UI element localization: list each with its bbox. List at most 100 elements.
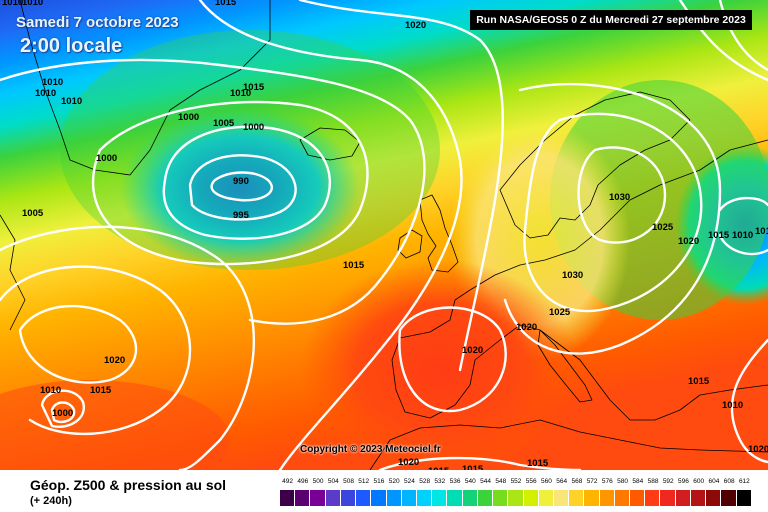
legend-swatch [310,490,326,506]
iceland-coast [299,127,361,161]
coastlines [0,0,768,470]
legend-swatch [386,490,402,506]
legend-swatch [675,490,691,506]
isobar-1020-europe [503,82,722,355]
isobar-low-990 [210,171,273,202]
isobar-label: 1010 [61,96,82,107]
isobar-low-1005 [91,100,369,266]
weather-map: 1010 1010 1020 1015 1010 1010 1010 1015 … [0,0,768,470]
isobar-label: 1005 [22,208,44,219]
isobar-label: 1015 [688,376,710,387]
isobar-low-1000 [162,125,331,240]
legend-label: 504 [327,478,339,485]
isobar-1015-sw [0,265,192,436]
run-info-box: Run NASA/GEOS5 0 Z du Mercredi 27 septem… [470,10,752,30]
isobar-label: 1010 [2,0,23,8]
legend-swatch [432,490,448,506]
map-title: Géop. Z500 & pression au sol [30,477,227,493]
isobar-label: 1025 [652,222,674,233]
italy-coast [537,329,593,403]
legend-swatch [736,490,752,506]
legend-swatch [721,490,737,506]
legend-swatch [523,490,539,506]
isobar-label: 1010 [732,230,753,241]
isobar-label: 995 [233,210,250,221]
europe-coast [391,139,768,421]
legend-label: 592 [662,478,674,485]
isobar-1015-iberia [398,306,507,413]
legend-label: 500 [312,478,324,485]
legend-swatch [538,490,554,506]
isobar-label: 1020 [462,345,483,356]
forecast-local-time: 2:00 locale [20,35,123,57]
footer: Géop. Z500 & pression au sol (+ 240h) 49… [0,470,768,512]
isobar-label: 1010 [40,385,61,396]
isobar-label: 1010 [722,400,743,411]
green-trough-shading [60,30,440,270]
isobar-label: 1030 [562,270,583,281]
legend-swatch [340,490,357,506]
isobar-label: 1015 [343,260,365,271]
legend-label: 512 [358,478,370,485]
isobar-1020-high [18,304,138,384]
legend-labels: 492 496 500 504 508 512 516 520 524 528 532 536 540 5… [280,478,752,489]
legend-label: 516 [373,478,385,485]
isobar-1020-north [298,0,504,372]
isobar-label: 1005 [213,118,235,129]
legend-swatch [371,490,387,506]
legend-label: 600 [693,478,705,485]
isobar-label: 1015 [90,385,112,396]
isobar-1015-africa [378,456,582,470]
isobar-label: 1020 [748,444,768,455]
red-ridge-shading [300,260,580,470]
legend-label: 536 [449,478,461,485]
legend-swatch [645,490,661,506]
legend-label: 548 [495,478,507,485]
legend-label: 612 [738,478,750,485]
isobar-label: 1030 [609,192,630,203]
isobar-labels: 1010 1010 1020 1015 1010 1010 1010 1015 … [2,0,768,470]
isobar-label: 1015 [527,458,549,469]
isobar-label: 1015 [428,466,450,470]
isobar-1010-sw [0,225,256,470]
legend-swatch [599,490,615,506]
isobar-1015-ne [678,0,768,82]
isobar-label: 1015 [462,464,484,470]
isobar-1010-north [0,58,426,325]
isobar-label: 1010 [22,0,43,8]
legend-swatch [569,490,585,506]
legend-swatch [356,490,372,506]
legend-label: 540 [464,478,476,485]
legend-swatch [630,490,646,506]
legend-swatch [477,490,494,506]
legend-swatch [280,490,296,506]
legend-label: 508 [343,478,354,485]
legend-swatch [614,490,631,506]
legend-label: 560 [541,478,552,485]
color-scale-legend: 492 496 500 504 508 512 516 520 524 528 532 536 540 5… [280,478,752,510]
isobar-label: 1000 [52,408,73,419]
legend-label: 604 [708,478,720,485]
isobar-label: 1010 [35,88,56,99]
legend-swatch [325,490,341,506]
greenland-coast [19,0,271,176]
isobar-label: 1000 [96,153,117,164]
isobar-low-995 [188,154,297,221]
legend-swatch [706,490,722,506]
legend-label: 564 [556,478,568,485]
isobar-label: 1020 [398,457,419,468]
legend-label: 552 [510,478,522,485]
isobar-1010-east [730,338,768,464]
isobar-label: 1010 [42,77,63,88]
legend-label: 520 [388,478,400,485]
isobar-label: 1015 [708,230,730,241]
legend-swatch [690,490,707,506]
isobar-label: 1020 [678,236,699,247]
legend-swatch [660,490,676,506]
isobar-label: 1000 [178,112,199,123]
legend-label: 584 [632,478,644,485]
isobar-label: 1020 [516,322,537,333]
isobar-label: 1010 [755,226,768,237]
isobar-label: 1020 [405,20,426,31]
legend-label: 532 [434,478,446,485]
